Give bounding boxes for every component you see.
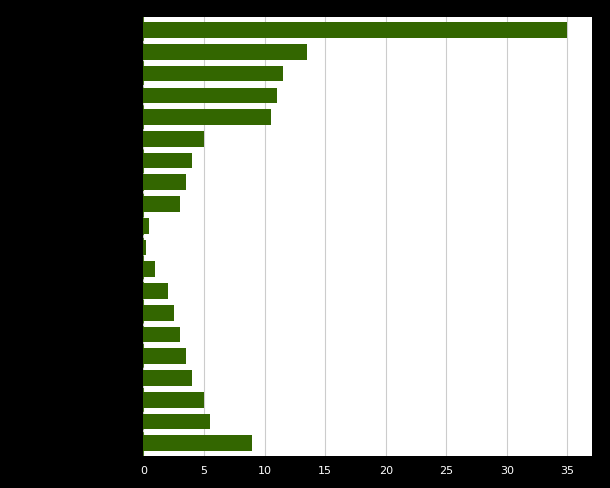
Bar [143,435,253,451]
Bar [143,370,192,386]
Bar [143,392,204,407]
Bar [143,109,271,125]
Bar [143,153,192,168]
Bar [143,262,156,277]
Bar [143,240,146,255]
Bar [143,283,168,299]
Bar [143,66,282,81]
Bar [143,131,204,147]
Bar [143,326,180,343]
Bar [143,348,186,364]
Bar [143,87,277,103]
Bar [143,305,174,321]
Bar [143,414,210,429]
Bar [143,44,307,60]
Bar [143,218,149,234]
Bar [143,22,567,38]
Bar [143,175,186,190]
Bar [143,196,180,212]
